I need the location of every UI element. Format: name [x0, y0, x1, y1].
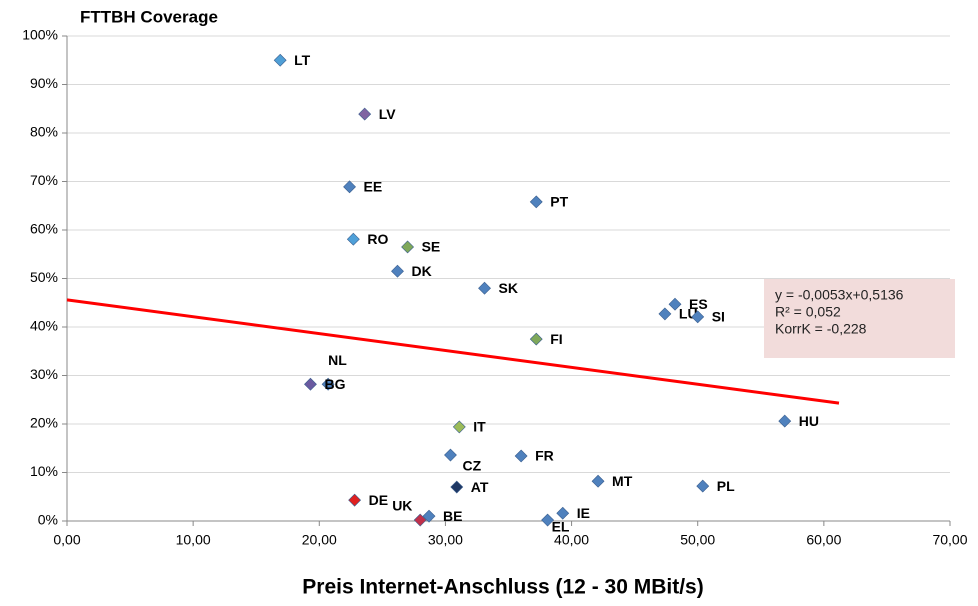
point-label: PL: [717, 478, 735, 494]
point-label: FR: [535, 448, 554, 464]
point-label: MT: [612, 473, 633, 489]
point: [413, 513, 427, 527]
y-tick-label: 40%: [30, 318, 58, 334]
point: [696, 479, 710, 493]
y-tick-label: 60%: [30, 221, 58, 237]
point: [444, 448, 457, 462]
point: [321, 377, 335, 391]
x-tick-label: 10,00: [176, 532, 211, 548]
point: [422, 509, 436, 523]
point-label: RO: [367, 231, 388, 247]
point: [514, 449, 528, 463]
point-label: SI: [712, 309, 725, 325]
point-label: EE: [364, 179, 383, 195]
point-label: NL: [328, 352, 347, 368]
point: [452, 420, 466, 434]
point: [304, 377, 317, 391]
point-label: BE: [443, 508, 462, 524]
point: [450, 480, 464, 494]
point: [358, 107, 372, 121]
point: [343, 180, 356, 194]
point-label: CZ: [462, 458, 481, 474]
point-label: IE: [577, 505, 590, 521]
y-tick-label: 0%: [38, 512, 58, 528]
trendline: [66, 298, 840, 405]
y-tick-label: 30%: [30, 366, 58, 382]
point: [529, 195, 543, 209]
point: [541, 513, 555, 527]
point: [401, 240, 415, 254]
point: [778, 414, 792, 428]
y-tick-label: 50%: [30, 269, 58, 285]
point: [658, 307, 672, 321]
point-label: AT: [471, 479, 489, 495]
point-label: FI: [550, 331, 562, 347]
point-label: SE: [422, 239, 441, 255]
point-label: DE: [369, 492, 388, 508]
point-label: BG: [324, 376, 345, 392]
y-tick-label: 20%: [30, 415, 58, 431]
point-label: ES: [689, 296, 708, 312]
point: [273, 53, 287, 67]
x-tick-label: 0,00: [53, 532, 80, 548]
point-label: SK: [499, 280, 518, 296]
chart-title: FTTBH Coverage: [80, 7, 218, 26]
point: [668, 297, 682, 311]
annotation-text: R² = 0,052: [775, 304, 841, 320]
x-tick-label: 40,00: [554, 532, 589, 548]
point-label: LV: [379, 106, 397, 122]
y-tick-label: 100%: [22, 27, 58, 43]
point: [691, 310, 705, 324]
x-tick-label: 60,00: [806, 532, 841, 548]
annotation-box: [764, 279, 955, 358]
y-tick-label: 10%: [30, 463, 58, 479]
point-label: IT: [473, 419, 486, 435]
x-tick-label: 20,00: [302, 532, 337, 548]
y-tick-label: 90%: [30, 75, 58, 91]
point-label: UK: [392, 498, 412, 514]
point-label: LT: [294, 52, 311, 68]
x-tick-label: 50,00: [680, 532, 715, 548]
point-label: DK: [411, 263, 431, 279]
x-tick-label: 70,00: [932, 532, 967, 548]
point: [556, 506, 570, 520]
point-label: PT: [550, 194, 568, 210]
point: [591, 474, 605, 488]
point-label: HU: [799, 413, 819, 429]
point: [348, 493, 362, 507]
point: [391, 264, 404, 278]
y-tick-label: 70%: [30, 172, 58, 188]
annotation-text: KorrK = -0,228: [775, 321, 867, 337]
point-label: EL: [552, 519, 570, 535]
point: [478, 281, 491, 295]
x-axis-label: Preis Internet-Anschluss (12 - 30 MBit/s…: [302, 576, 703, 599]
point: [346, 232, 360, 246]
x-tick-label: 30,00: [428, 532, 463, 548]
y-tick-label: 80%: [30, 124, 58, 140]
annotation-text: y = -0,0053x+0,5136: [775, 287, 904, 303]
point: [529, 332, 543, 346]
